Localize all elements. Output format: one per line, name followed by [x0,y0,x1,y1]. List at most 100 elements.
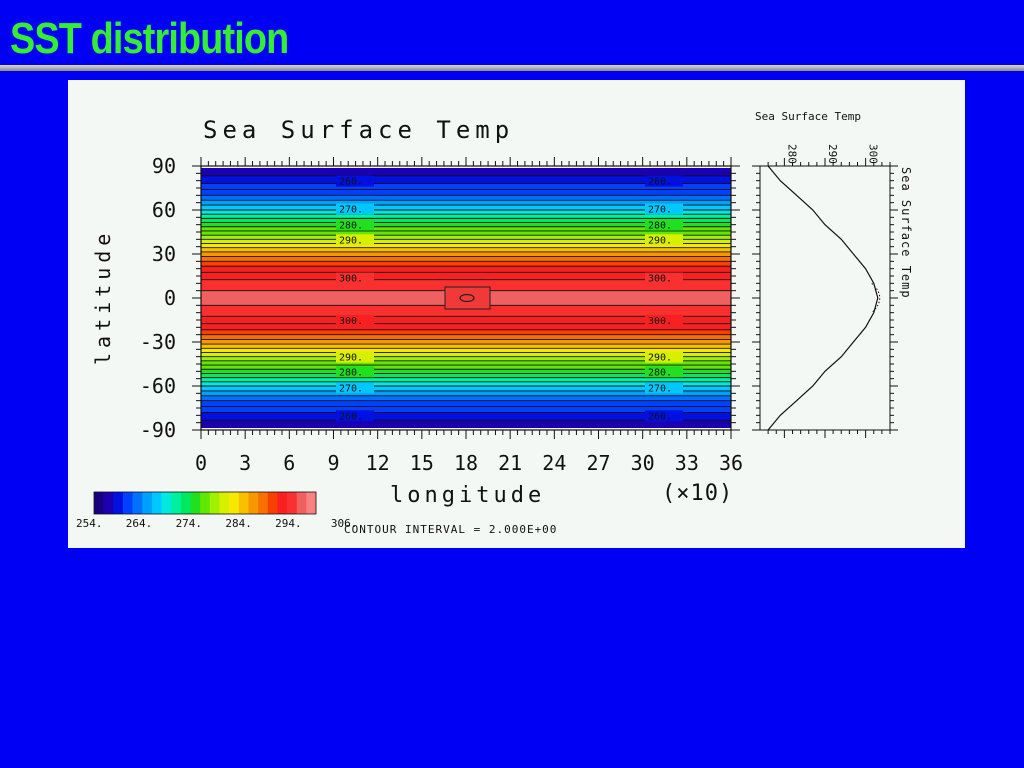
colorbar-swatch [238,492,249,514]
temperature-band [201,342,731,345]
x-tick-label: 12 [366,451,390,475]
contour-label-bg [645,366,683,378]
x-tick-label: 33 [675,451,699,475]
colorbar-swatch [229,492,240,514]
temperature-band [201,413,731,416]
y-tick-label: 60 [152,198,176,222]
map-x-axis: 0 3 6 9 12 15 18 21 24 27 30 33 36 [195,157,743,475]
temperature-band [201,350,731,353]
colorbar-swatch [161,492,172,514]
temperature-band [201,195,731,198]
temperature-band [201,199,731,202]
temperature-band [201,378,731,381]
temperature-band [201,214,731,217]
temperature-band [201,273,731,276]
x-tick-label: 24 [542,451,566,475]
contour-label-bg [645,382,683,394]
temperature-band [201,408,731,411]
temperature-band [201,325,731,328]
colorbar-label: 264. [126,517,153,530]
temperature-band [201,422,731,425]
profile-x-tick-label: 300 [867,144,880,164]
temperature-band [201,239,731,242]
temperature-band [201,336,731,339]
contour-label-bg [336,272,374,284]
temperature-band [201,168,731,171]
temperature-band [201,383,731,386]
temperature-band [201,215,731,218]
temperature-band [201,421,731,424]
contour-label: 260. [648,411,672,422]
temperature-band [201,311,731,314]
temperature-band [201,391,731,394]
profile-x-tick-label: 290 [826,144,839,164]
figure-panel: Sea Surface Temp 260. 260. 270. 270. 280. 280… [68,80,965,548]
temperature-band [201,356,731,359]
x-tick-label: 36 [719,451,743,475]
contour-label-bg [336,366,374,378]
temperature-band [201,202,731,205]
temperature-band [201,262,731,265]
contour-label-bg [336,219,374,231]
contour-label-bg [645,219,683,231]
temperature-band [201,261,731,264]
sst-figure: Sea Surface Temp 260. 260. 270. 270. 280. 280… [76,110,913,536]
temperature-band [201,387,731,390]
contour-label: 270. [339,383,363,394]
temperature-band [201,176,731,179]
title-divider [0,65,1024,71]
pole-edge-top [201,166,731,168]
x-tick-label: 9 [327,451,339,475]
profile-y-label: Sea Surface Temp [899,167,913,299]
contour-labels: 260. 260. 270. 270. 280. 280. 290. 290. 300. 300.… [336,175,683,422]
colorbar-swatch [219,492,230,514]
temperature-band [201,380,731,383]
temperature-band [201,252,731,255]
temperature-band [201,402,731,405]
temperature-band [201,207,731,210]
temperature-band [201,400,731,403]
temperature-band [201,229,731,232]
contour-label-bg [645,351,683,363]
contour-label: 290. [339,235,363,246]
x-tick-label: 15 [410,451,434,475]
x-tick-label: 6 [283,451,295,475]
profile-axis: 280 290 300 [752,144,898,438]
temperature-band [201,264,731,267]
temperature-band [201,230,731,233]
temperature-band [201,403,731,406]
profile-x-tick-label: 280 [785,144,798,164]
temperature-band [201,180,731,183]
temperature-band [201,223,731,226]
temperature-band [201,314,731,317]
temperature-band [201,183,731,186]
temperature-band [201,171,731,174]
temperature-band [201,211,731,214]
temperature-band [201,352,731,355]
profile-title: Sea Surface Temp [755,110,861,123]
temperature-band [201,173,731,176]
temperature-band [201,265,731,268]
contour-lines [201,175,731,430]
temperature-band [201,256,731,259]
colorbar-label: 274. [176,517,203,530]
y-tick-label: -60 [140,374,176,398]
temperature-band [201,210,731,213]
colorbar [93,491,317,515]
colorbar-swatch [200,492,211,514]
temperature-band [201,353,731,356]
temperature-band [201,330,731,333]
colorbar-swatch [122,492,133,514]
temperature-band [201,170,731,173]
temperature-band [201,268,731,271]
contour-label-bg [645,203,683,215]
temperature-band [201,331,731,334]
contour-label: 300. [648,273,672,284]
colorbar-swatch [306,492,317,514]
temperature-band [201,277,731,280]
temperature-band [201,245,731,248]
temperature-band [201,334,731,337]
temperature-band [201,309,731,312]
map-title: Sea Surface Temp [203,116,514,144]
temperature-band [201,201,731,204]
